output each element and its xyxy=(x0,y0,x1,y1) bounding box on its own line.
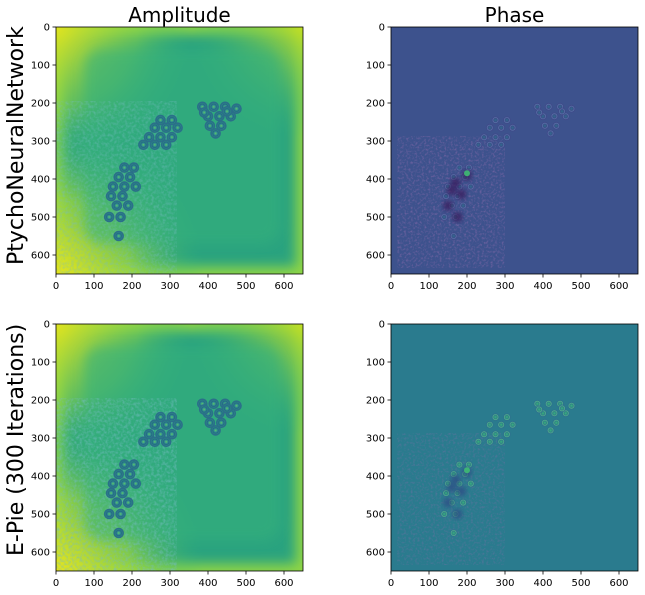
x-tick-label: 300 xyxy=(495,281,514,292)
x-tick-label: 100 xyxy=(84,281,103,292)
panel-frame xyxy=(55,323,304,572)
x-tick-label: 400 xyxy=(198,578,217,589)
y-tick-label: 400 xyxy=(366,472,385,483)
y-tick-label: 500 xyxy=(366,213,385,224)
y-tick-label: 400 xyxy=(31,175,50,186)
x-tick-label: 100 xyxy=(84,578,103,589)
y-tick-label: 300 xyxy=(366,434,385,445)
y-tick-label: 100 xyxy=(31,358,50,369)
x-tick-label: 200 xyxy=(122,578,141,589)
column-title-amplitude: Amplitude xyxy=(128,3,231,27)
x-tick-label: 400 xyxy=(533,281,552,292)
panel-phase-epie: 0 0 100 100 200 200 300 300 400 400 500 500 600 600 xyxy=(366,320,639,589)
panel-frame xyxy=(55,26,304,275)
x-tick-label: 500 xyxy=(236,578,255,589)
x-tick-label: 100 xyxy=(419,578,438,589)
y-tick-label: 300 xyxy=(31,137,50,148)
x-tick-label: 500 xyxy=(236,281,255,292)
x-tick-label: 600 xyxy=(274,578,293,589)
y-tick-label: 0 xyxy=(44,23,50,34)
y-tick-label: 600 xyxy=(31,548,50,559)
x-tick-label: 600 xyxy=(609,578,628,589)
x-tick-label: 400 xyxy=(198,281,217,292)
y-tick-label: 500 xyxy=(366,510,385,521)
x-tick-label: 600 xyxy=(609,281,628,292)
x-tick-label: 500 xyxy=(571,281,590,292)
panel-frame xyxy=(390,323,639,572)
y-tick-label: 100 xyxy=(31,61,50,72)
y-tick-label: 0 xyxy=(44,320,50,331)
y-tick-label: 300 xyxy=(31,434,50,445)
x-tick-label: 400 xyxy=(533,578,552,589)
y-tick-label: 400 xyxy=(31,472,50,483)
y-tick-label: 600 xyxy=(31,251,50,262)
x-tick-label: 200 xyxy=(457,281,476,292)
y-tick-label: 0 xyxy=(379,23,385,34)
panel-amplitude-epie: 0 0 100 100 200 200 300 300 400 400 500 500 600 600 xyxy=(31,320,304,589)
x-tick-label: 100 xyxy=(419,281,438,292)
x-tick-label: 300 xyxy=(160,578,179,589)
y-tick-label: 600 xyxy=(366,548,385,559)
panel-frame xyxy=(390,26,639,275)
column-title-phase: Phase xyxy=(484,3,545,27)
x-tick-label: 300 xyxy=(495,578,514,589)
y-tick-label: 200 xyxy=(31,99,50,110)
y-tick-label: 500 xyxy=(31,213,50,224)
y-tick-label: 100 xyxy=(366,61,385,72)
y-tick-label: 200 xyxy=(366,396,385,407)
x-tick-label: 500 xyxy=(571,578,590,589)
x-tick-label: 300 xyxy=(160,281,179,292)
y-tick-label: 500 xyxy=(31,510,50,521)
y-tick-label: 400 xyxy=(366,175,385,186)
panel-amplitude-pnn: 0 0 100 100 200 200 300 300 400 400 500 500 600 600 xyxy=(31,23,304,292)
x-tick-label: 200 xyxy=(457,578,476,589)
x-tick-label: 0 xyxy=(388,281,394,292)
x-tick-label: 0 xyxy=(53,281,59,292)
panel-phase-pnn: 0 0 100 100 200 200 300 300 400 400 500 500 600 600 xyxy=(366,23,639,292)
y-tick-label: 600 xyxy=(366,251,385,262)
y-tick-label: 200 xyxy=(366,99,385,110)
y-tick-label: 200 xyxy=(31,396,50,407)
x-tick-label: 0 xyxy=(388,578,394,589)
x-tick-label: 600 xyxy=(274,281,293,292)
y-tick-label: 100 xyxy=(366,358,385,369)
x-tick-label: 0 xyxy=(53,578,59,589)
x-tick-label: 200 xyxy=(122,281,141,292)
y-tick-label: 0 xyxy=(379,320,385,331)
y-tick-label: 300 xyxy=(366,137,385,148)
